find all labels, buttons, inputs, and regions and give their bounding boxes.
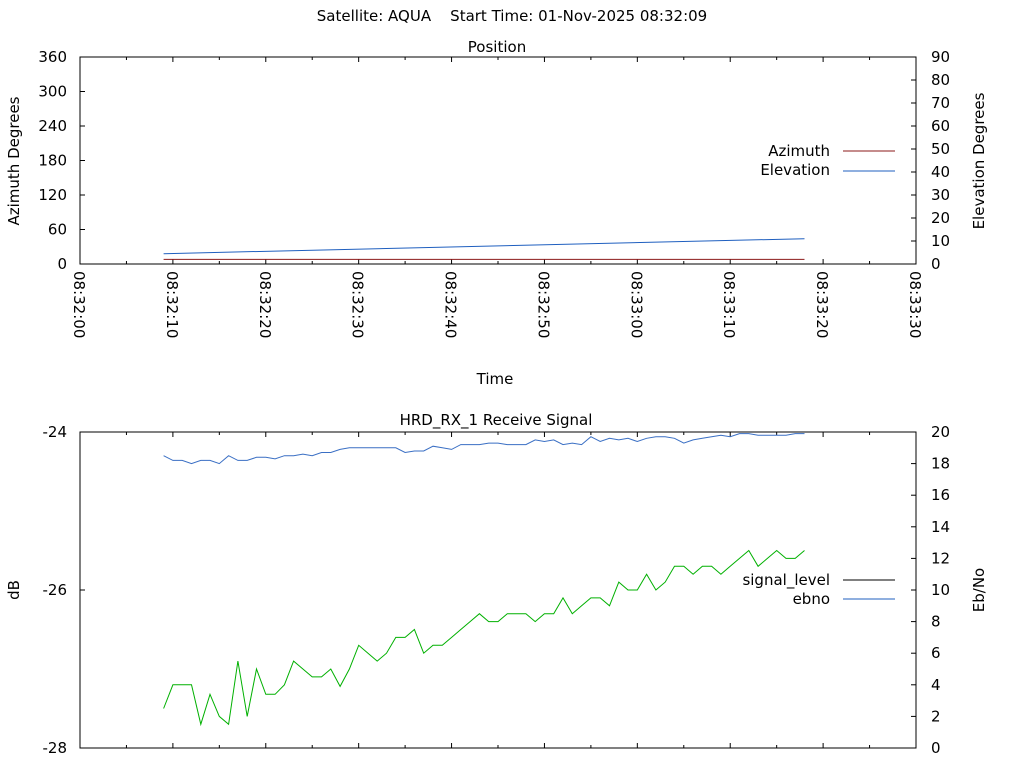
receive-signal-y-tick-label: -24 (43, 423, 68, 441)
receive-signal-y2-tick-label: 8 (931, 613, 941, 631)
receive-signal-y2-tick-label: 2 (931, 707, 941, 725)
receive-signal-plot-title: HRD_RX_1 Receive Signal (400, 411, 593, 430)
start-time-label: Start Time: 01-Nov-2025 08:32:09 (450, 7, 708, 25)
position-x-tick-label: 08:32:10 (163, 271, 181, 338)
series-elevation-line (163, 238, 805, 255)
position-y-tick-label: 300 (38, 83, 67, 101)
position-x-tick-label: 08:32:50 (534, 271, 552, 338)
position-x-tick-label: 08:33:20 (813, 271, 831, 338)
chart-header: Satellite: AQUA Start Time: 01-Nov-2025 … (0, 7, 1024, 25)
position-x-tick-label: 08:32:00 (70, 271, 88, 338)
position-y2-tick-label: 70 (931, 94, 950, 112)
receive-signal-y2-tick-label: 16 (931, 486, 950, 504)
position-y-tick-label: 240 (38, 117, 67, 135)
legend-signal-level-label: signal_level (742, 571, 830, 590)
position-y2-tick-label: 0 (931, 255, 941, 273)
position-y2-tick-label: 60 (931, 117, 950, 135)
position-y-tick-label: 0 (57, 255, 67, 273)
receive-signal-y-tick-label: -26 (43, 581, 68, 599)
satellite-label: Satellite: AQUA (316, 7, 432, 25)
position-y-tick-label: 360 (38, 48, 67, 66)
receive-signal-y2-tick-label: 20 (931, 423, 950, 441)
receive-signal-y2-axis-label: Eb/No (970, 568, 988, 612)
receive-signal-y-tick-label: -28 (43, 739, 68, 757)
position-plot-series (163, 238, 805, 260)
position-y2-tick-label: 50 (931, 140, 950, 158)
position-y2-tick-label: 80 (931, 71, 950, 89)
position-y2-tick-label: 40 (931, 163, 950, 181)
receive-signal-y2-tick-label: 4 (931, 676, 941, 694)
legend-elevation-label: Elevation (760, 161, 830, 179)
position-x-tick-label: 08:33:00 (627, 271, 645, 338)
position-y2-axis-label: Elevation Degrees (970, 92, 988, 229)
legend-ebno-label: ebno (793, 590, 830, 608)
legend-azimuth-label: Azimuth (768, 142, 830, 160)
receive-signal-plot-series (163, 433, 805, 727)
position-y-tick-label: 180 (38, 152, 67, 170)
position-y2-tick-label: 30 (931, 186, 950, 204)
position-y-axis-label: Azimuth Degrees (5, 96, 23, 225)
receive-signal-y2-tick-label: 6 (931, 644, 941, 662)
position-plot-title: Position (468, 38, 526, 56)
position-y-tick-label: 120 (38, 186, 67, 204)
position-x-tick-label: 08:32:20 (256, 271, 274, 338)
receive-signal-plot: HRD_RX_1 Receive Signal -28 -26 -24 0 2 4 6 8 10… (5, 411, 988, 757)
receive-signal-y-axis-label: dB (5, 580, 23, 600)
position-x-tick-label: 08:33:30 (906, 271, 924, 338)
position-y2-tick-label: 90 (931, 48, 950, 66)
receive-signal-y2-tick-label: 18 (931, 455, 950, 473)
position-y2-tick-label: 20 (931, 209, 950, 227)
receive-signal-y2-tick-label: 0 (931, 739, 941, 757)
receive-signal-plot-frame (79, 431, 917, 749)
receive-signal-y2-tick-label: 12 (931, 549, 950, 567)
receive-signal-legend: signal_level ebno (742, 571, 895, 608)
position-x-axis-label: Time (476, 370, 514, 388)
position-legend: Azimuth Elevation (760, 142, 895, 179)
receive-signal-y2-tick-label: 10 (931, 581, 950, 599)
receive-signal-plot-ticks: -28 -26 -24 0 2 4 6 8 10 12 14 16 18 20 (43, 423, 951, 757)
position-plot-ticks: 08:32:00 08:32:10 08:32:20 08:32:30 08:32:40… (38, 48, 950, 338)
position-x-tick-label: 08:33:10 (720, 271, 738, 338)
position-x-tick-label: 08:32:40 (442, 271, 460, 338)
position-x-tick-label: 08:32:30 (349, 271, 367, 338)
position-y-tick-label: 60 (48, 221, 67, 239)
position-plot: Position 08:32:00 08:32:10 08:32:20 08:32:3… (5, 38, 988, 388)
series-ebno-line (163, 433, 805, 465)
series-lower-green-line (163, 549, 805, 727)
receive-signal-y2-tick-label: 14 (931, 518, 950, 536)
position-y2-tick-label: 10 (931, 232, 950, 250)
